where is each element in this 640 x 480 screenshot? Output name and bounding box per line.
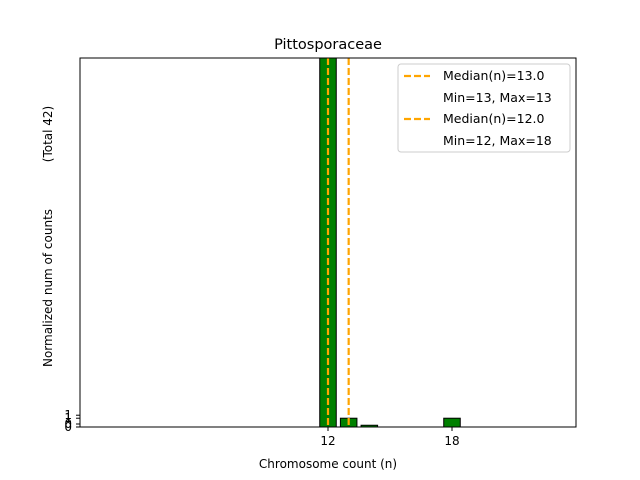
legend-entry-1-label: Median(n)=13.0 (443, 68, 544, 83)
x-tick-label-1: 18 (444, 434, 459, 448)
x-tick-label-0: 12 (320, 434, 335, 448)
y-axis-label: Normalized num of counts (41, 209, 55, 367)
median-lines-layer (326, 58, 350, 427)
legend-entry-1-sub: Min=13, Max=13 (443, 90, 552, 105)
y-tick-label-3: 1 (64, 408, 72, 422)
bar-3 (443, 417, 461, 428)
legend-box (397, 63, 571, 153)
x-axis-ticks: 12 18 (320, 427, 460, 448)
legend-entry-2-sub: Min=12, Max=18 (443, 133, 552, 148)
y-tick-label-2: 1 (64, 411, 72, 425)
chart-title: Pittosporaceae (274, 37, 382, 53)
y-tick-label-0: 0 (64, 420, 72, 434)
x-axis-label: Chromosome count (n) (259, 457, 397, 471)
legend: Median(n)=13.0 Min=13, Max=13 Median(n)=… (397, 63, 571, 153)
y-axis-total-label: (Total 42) (41, 106, 55, 162)
legend-entry-2-label: Median(n)=12.0 (443, 111, 544, 126)
y-tick-label-1: 0 (64, 417, 72, 431)
